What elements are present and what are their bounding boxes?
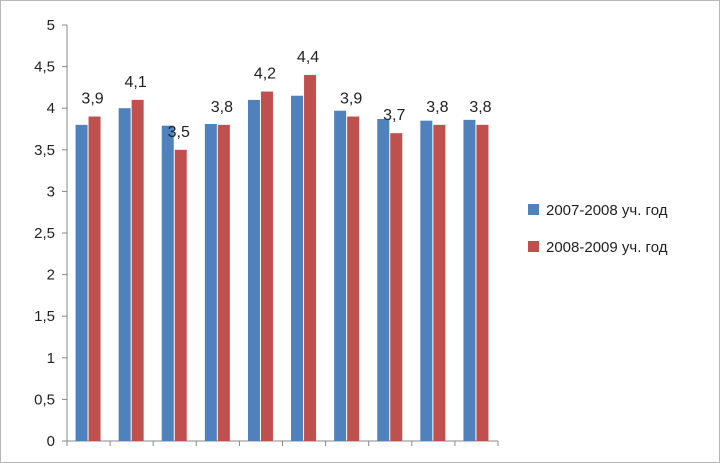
bar-2007-2008 bbox=[420, 120, 433, 442]
bar-2007-2008 bbox=[463, 119, 476, 441]
legend-swatch bbox=[528, 241, 539, 252]
bar-2007-2008 bbox=[75, 124, 88, 441]
data-label: 4,1 bbox=[125, 74, 147, 91]
bar-2007-2008 bbox=[334, 110, 347, 441]
bar-2008-2009 bbox=[390, 133, 403, 441]
bar-2008-2009 bbox=[433, 124, 446, 441]
data-label: 3,9 bbox=[340, 91, 362, 108]
bar-2007-2008 bbox=[291, 95, 304, 441]
y-tick-label: 0,5 bbox=[34, 391, 55, 408]
bar-2008-2009 bbox=[347, 116, 360, 442]
chart-legend: 2007-2008 уч. год 2008-2009 уч. год bbox=[528, 202, 668, 256]
data-label: 3,9 bbox=[81, 91, 103, 108]
bar-2007-2008 bbox=[161, 125, 174, 442]
y-tick-label: 3,5 bbox=[34, 142, 55, 159]
data-label: 4,2 bbox=[254, 66, 276, 83]
y-tick-label: 4 bbox=[47, 100, 55, 117]
y-tick-label: 1,5 bbox=[34, 308, 55, 325]
data-label: 3,8 bbox=[426, 99, 448, 116]
bar-2008-2009 bbox=[304, 74, 317, 442]
bar-2008-2009 bbox=[260, 91, 273, 441]
bar-2008-2009 bbox=[174, 149, 187, 442]
data-label: 4,4 bbox=[297, 49, 319, 66]
y-tick-label: 1 bbox=[47, 350, 55, 367]
y-tick-label: 2 bbox=[47, 267, 55, 284]
y-tick-label: 0 bbox=[47, 433, 55, 450]
y-tick-label: 4,5 bbox=[34, 59, 55, 76]
bar-2007-2008 bbox=[118, 108, 131, 441]
legend-label: 2007-2008 уч. год bbox=[546, 202, 668, 219]
data-label: 3,7 bbox=[383, 107, 405, 124]
bar-2008-2009 bbox=[131, 99, 144, 441]
data-label: 3,8 bbox=[211, 99, 233, 116]
data-label: 3,5 bbox=[168, 124, 190, 141]
y-tick-label: 2,5 bbox=[34, 225, 55, 242]
bar-2007-2008 bbox=[377, 119, 390, 442]
data-label: 3,8 bbox=[469, 99, 491, 116]
bar-2008-2009 bbox=[217, 124, 230, 441]
bar-2008-2009 bbox=[476, 124, 489, 441]
bar-2007-2008 bbox=[204, 124, 217, 441]
y-axis-ticks: 0 0,5 1 1,5 2 2,5 3 3,5 4 4,5 5 bbox=[34, 17, 67, 450]
y-tick-label: 5 bbox=[47, 17, 55, 34]
bar-2007-2008 bbox=[247, 99, 260, 441]
bar-2008-2009 bbox=[88, 116, 101, 442]
chart-bars bbox=[75, 74, 489, 442]
legend-swatch bbox=[528, 204, 539, 215]
legend-label: 2008-2009 уч. год bbox=[546, 239, 668, 256]
y-tick-label: 3 bbox=[47, 183, 55, 200]
chart-data-labels: 3,9 4,1 3,5 3,8 4,2 4,4 3,9 3,7 3,8 3,8 bbox=[81, 49, 491, 141]
